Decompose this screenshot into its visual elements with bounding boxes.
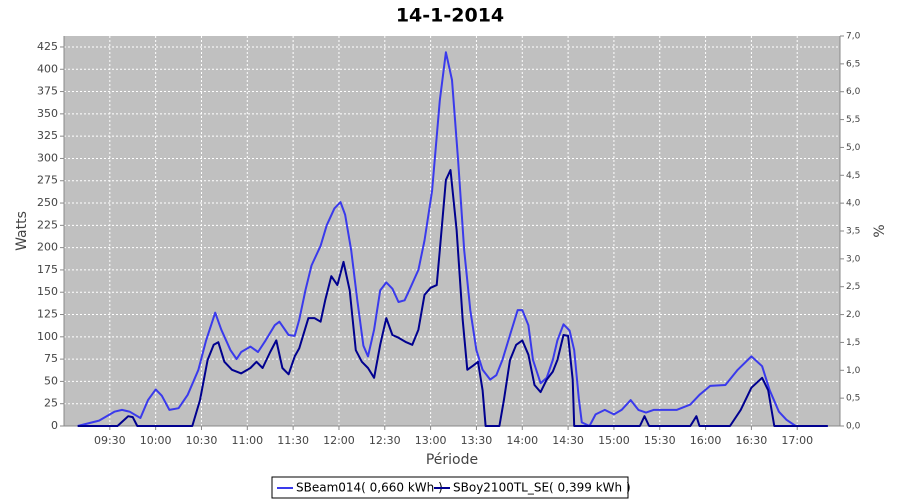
y-tick-label: 25 — [44, 397, 58, 410]
y-tick-label: 150 — [37, 285, 58, 298]
y2-tick-label: 4,5 — [846, 171, 860, 181]
x-tick-label: 11:00 — [231, 434, 263, 447]
x-tick-label: 16:00 — [690, 434, 722, 447]
y-tick-label: 400 — [37, 62, 58, 75]
y2-tick-label: 3,0 — [846, 254, 861, 264]
y2-tick-label: 6,0 — [846, 87, 861, 97]
y2-axis-label: % — [872, 224, 888, 237]
y-tick-label: 125 — [37, 308, 58, 321]
x-tick-label: 11:30 — [277, 434, 309, 447]
y2-tick-label: 6,5 — [846, 59, 860, 69]
y2-tick-label: 5,5 — [846, 115, 860, 125]
x-tick-label: 13:30 — [461, 434, 493, 447]
y-tick-label: 350 — [37, 107, 58, 120]
legend-label: SBeam014( 0,660 kWh ) — [296, 481, 443, 495]
y2-tick-label: 4,0 — [846, 199, 861, 209]
x-tick-label: 16:30 — [736, 434, 768, 447]
x-tick-label: 15:30 — [644, 434, 676, 447]
series-line — [77, 169, 828, 427]
x-tick-label: 09:30 — [94, 434, 126, 447]
y2-tick-label: 1,5 — [846, 338, 860, 348]
x-tick-label: 15:00 — [598, 434, 630, 447]
y-tick-label: 50 — [44, 374, 58, 387]
y-tick-label: 175 — [37, 263, 58, 276]
y2-tick-label: 2,5 — [846, 282, 860, 292]
y-tick-label: 0 — [51, 419, 58, 432]
y-tick-label: 375 — [37, 85, 58, 98]
x-tick-label: 10:30 — [186, 434, 218, 447]
y-tick-label: 250 — [37, 196, 58, 209]
x-tick-label: 14:00 — [506, 434, 538, 447]
y-axis-label: Watts — [14, 211, 30, 251]
y2-tick-label: 7,0 — [846, 32, 861, 42]
x-tick-label: 12:30 — [369, 434, 401, 447]
y2-tick-label: 1,0 — [846, 366, 861, 376]
x-tick-label: 14:30 — [552, 434, 584, 447]
y-tick-label: 325 — [37, 129, 58, 142]
plot-area — [64, 36, 840, 426]
y-tick-label: 200 — [37, 241, 58, 254]
y2-tick-label: 3,5 — [846, 227, 860, 237]
y-tick-label: 300 — [37, 151, 58, 164]
series-line — [77, 51, 828, 427]
y2-tick-label: 0,5 — [846, 394, 860, 404]
y-tick-label: 75 — [44, 352, 58, 365]
y2-tick-label: 2,0 — [846, 310, 861, 320]
y2-tick-label: 0,0 — [846, 422, 861, 432]
y2-tick-label: 5,0 — [846, 143, 861, 153]
y-tick-label: 275 — [37, 174, 58, 187]
x-tick-label: 12:00 — [323, 434, 355, 447]
x-tick-label: 13:00 — [415, 434, 447, 447]
y-tick-label: 225 — [37, 218, 58, 231]
x-axis-label: Période — [426, 452, 478, 468]
x-tick-label: 17:00 — [781, 434, 813, 447]
legend-label: SBoy2100TL_SE( 0,399 kWh ) — [453, 481, 631, 495]
y-tick-label: 100 — [37, 330, 58, 343]
y-tick-label: 425 — [37, 40, 58, 53]
x-tick-label: 10:00 — [140, 434, 172, 447]
chart-title: 14-1-2014 — [396, 5, 504, 27]
